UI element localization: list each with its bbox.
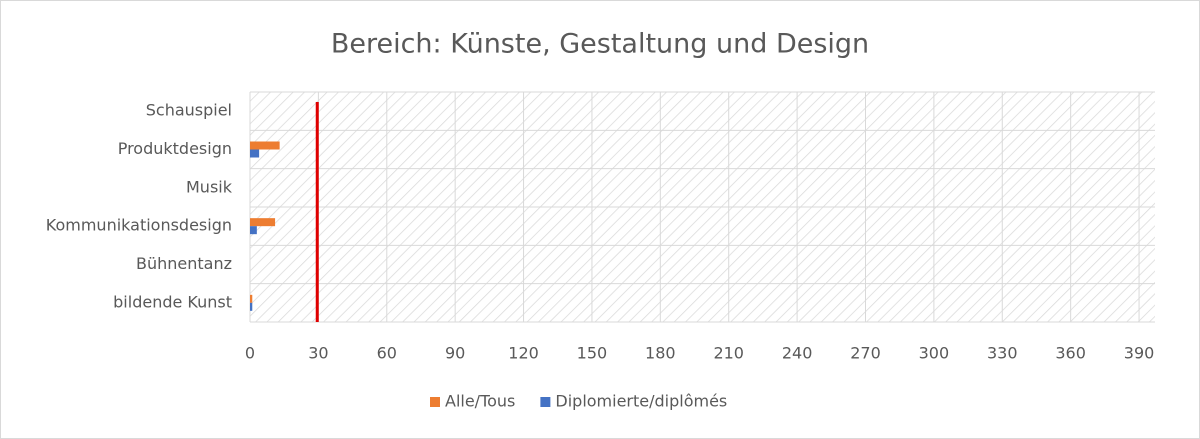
legend-label: Alle/Tous xyxy=(445,392,515,411)
x-tick-label: 330 xyxy=(987,344,1018,363)
y-tick-label: Produktdesign xyxy=(118,139,232,158)
legend-swatch xyxy=(540,397,551,407)
legend-swatch xyxy=(430,397,440,407)
x-tick-label: 360 xyxy=(1055,344,1086,363)
y-tick-label: Musik xyxy=(186,177,233,196)
y-tick-label: Bühnentanz xyxy=(136,254,232,273)
y-tick-label: Kommunikationsdesign xyxy=(46,216,232,235)
x-tick-label: 30 xyxy=(308,344,328,363)
bar xyxy=(250,302,253,311)
x-tick-label: 210 xyxy=(713,344,744,363)
x-tick-label: 90 xyxy=(445,344,465,363)
y-tick-label: Schauspiel xyxy=(146,101,232,120)
x-tick-label: 180 xyxy=(645,344,676,363)
x-tick-label: 150 xyxy=(577,344,608,363)
y-tick-label: bildende Kunst xyxy=(113,292,232,311)
x-tick-label: 390 xyxy=(1124,344,1155,363)
x-tick-label: 300 xyxy=(919,344,950,363)
bar xyxy=(250,294,253,303)
x-tick-label: 240 xyxy=(782,344,813,363)
bar xyxy=(250,141,280,150)
x-tick-label: 120 xyxy=(508,344,539,363)
chart-title: Bereich: Künste, Gestaltung und Design xyxy=(331,29,869,60)
x-tick-label: 0 xyxy=(245,344,255,363)
bar xyxy=(250,149,260,158)
legend-label: Diplomierte/diplômés xyxy=(555,392,727,411)
bar xyxy=(250,218,276,227)
x-tick-label: 60 xyxy=(377,344,397,363)
x-tick-label: 270 xyxy=(850,344,881,363)
bar xyxy=(250,226,257,235)
